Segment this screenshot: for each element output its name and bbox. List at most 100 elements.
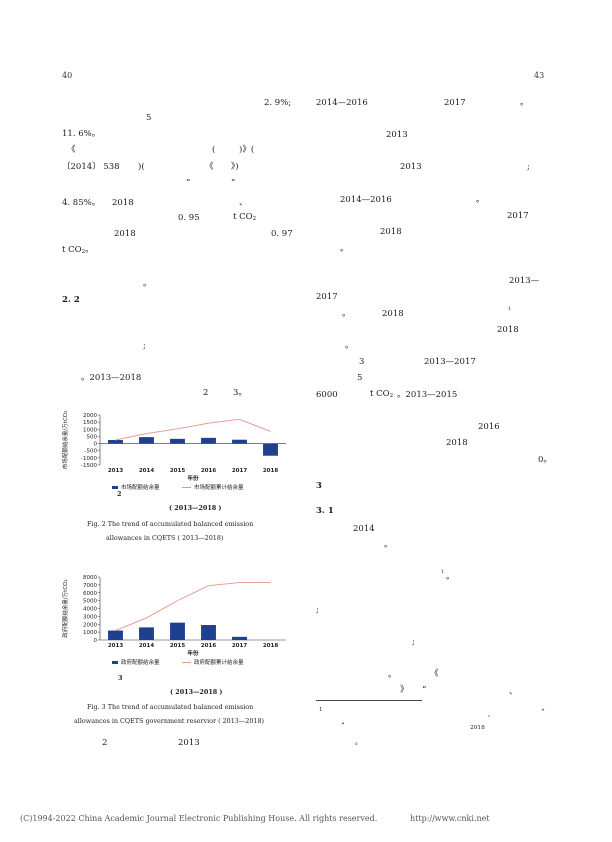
x-tick-label: 2018: [263, 468, 278, 474]
footnote-text: ,: [488, 709, 491, 718]
subsection-heading: 3. 1: [316, 506, 334, 516]
legend-label: 市场配额结余量: [121, 483, 160, 491]
text-fragment: 2: [203, 388, 209, 398]
text-fragment: 2013: [386, 130, 408, 140]
figure-2-chart: 市场配额结余量/万tCO₂ 2000 1500 1000 500 0 -500 -1000 -1…: [60, 408, 292, 492]
text-fragment: 11. 6%。: [62, 129, 101, 139]
text-fragment: (: [212, 145, 216, 155]
y-axis-label: 市场配额结余量/万tCO₂: [61, 411, 69, 469]
text-fragment: 。: [143, 279, 152, 289]
footnote-marker: 1: [441, 569, 445, 575]
text-fragment: 〔2014〕 538: [62, 162, 120, 172]
legend-swatch-bar: [112, 661, 118, 664]
text-fragment: 《: [67, 145, 76, 155]
text-fragment: 2014—2016: [316, 98, 368, 108]
x-tick-label: 2014: [139, 468, 154, 474]
text-fragment: 》): [231, 162, 239, 172]
figure-3-caption-line2: allowances in CQETS government reservior…: [74, 717, 265, 725]
x-tick-label: 2013: [108, 643, 123, 649]
text-fragment: 3: [359, 357, 365, 367]
bar: [201, 437, 216, 444]
text-fragment: 、: [239, 198, 248, 208]
y-tick-label: 4000: [83, 607, 97, 613]
figure-2-caption-line1: Fig. 2 The trend of accumulated balanced…: [87, 520, 254, 528]
x-axis-label: 年份: [187, 649, 199, 657]
bar: [139, 437, 154, 444]
text-fragment: 2013—: [509, 276, 540, 286]
y-tick-label: 0: [94, 442, 98, 448]
text-fragment: 3。: [233, 388, 247, 398]
bar: [139, 627, 154, 640]
text-fragment: 2018: [497, 325, 519, 335]
text-fragment: 2018: [112, 198, 134, 208]
text-fragment: 2017: [316, 292, 338, 302]
y-tick-label: 0: [94, 638, 98, 644]
right-page-number: 43: [534, 71, 545, 80]
y-tick-label: 1000: [83, 427, 97, 433]
text-fragment: ;: [316, 605, 319, 615]
y-tick-label: 1000: [83, 630, 97, 636]
figure-3-title-range: ( 2013—2018 ): [170, 688, 223, 696]
y-tick-label: 3000: [83, 614, 97, 620]
bar: [232, 636, 247, 640]
footnote-marker: 1: [319, 707, 323, 713]
text-fragment: 。: [476, 195, 485, 205]
y-tick-label: -1500: [81, 463, 97, 469]
footnote-text: ”: [341, 721, 345, 730]
y-tick-label: 1500: [83, 420, 97, 426]
legend-swatch-bar: [112, 486, 118, 489]
text-fragment: 。: [384, 540, 393, 550]
series-line: [115, 418, 271, 441]
text-fragment: 。: [520, 98, 529, 108]
bar: [263, 443, 278, 456]
x-tick-label: 2016: [201, 468, 216, 474]
text-fragment: 。2013—2015: [397, 390, 458, 400]
x-tick-label: 2016: [201, 643, 216, 649]
text-fragment: 。: [342, 309, 351, 319]
x-tick-label: 2013: [108, 468, 123, 474]
text-fragment: 0. 97: [271, 229, 293, 239]
y-tick-label: 2000: [83, 413, 97, 419]
legend-label: 政府配额累计结余量: [194, 658, 244, 666]
tco2-unit: t CO2: [233, 212, 257, 222]
text-fragment: 2016: [478, 422, 500, 432]
text-fragment: 2014—2016: [340, 195, 392, 205]
y-axis-label: 政府配额结余量/万tCO₂: [61, 579, 69, 637]
footnote-text: “: [541, 707, 545, 716]
text-fragment: 5: [357, 373, 363, 383]
bar: [108, 630, 123, 640]
left-page-number: 40: [62, 71, 73, 80]
text-fragment: 《: [205, 162, 214, 172]
figure-3-caption-line1: Fig. 3 The trend of accumulated balanced…: [87, 703, 254, 711]
figure-2-caption-line2: allowances in CQETS ( 2013—2018): [106, 534, 224, 542]
text-fragment: ”: [231, 178, 236, 188]
text-fragment: 》: [400, 685, 409, 695]
text-fragment: 2018: [380, 227, 402, 237]
footer-url[interactable]: http://www.cnki.net: [410, 814, 490, 823]
x-tick-label: 2015: [170, 643, 185, 649]
tco2-unit: t CO2: [370, 389, 394, 399]
section-heading: 3: [316, 481, 322, 491]
text-fragment: “: [422, 685, 427, 695]
y-tick-label: 5000: [83, 599, 97, 605]
bar: [108, 440, 123, 444]
text-fragment: 5: [146, 113, 152, 123]
x-tick-label: 2018: [263, 643, 278, 649]
legend-label: 政府配额结余量: [121, 658, 160, 666]
legend-label: 市场配额累计结余量: [194, 483, 244, 491]
text-fragment: 2: [102, 738, 108, 748]
y-tick-label: 2000: [83, 622, 97, 628]
tco2-unit: t CO2。: [62, 245, 94, 255]
text-fragment: 、: [509, 687, 518, 697]
figure-2-title-range: ( 2013—2018 ): [169, 504, 222, 512]
figure-2-number: 2: [117, 490, 122, 498]
footnote-text: 。: [355, 737, 363, 746]
series-line: [115, 582, 271, 631]
text-fragment: 。: [340, 244, 349, 254]
text-fragment: 《: [430, 669, 439, 679]
text-fragment: 。: [345, 341, 354, 351]
text-fragment: 2018: [114, 229, 136, 239]
text-fragment: 2. 9%;: [264, 98, 292, 108]
